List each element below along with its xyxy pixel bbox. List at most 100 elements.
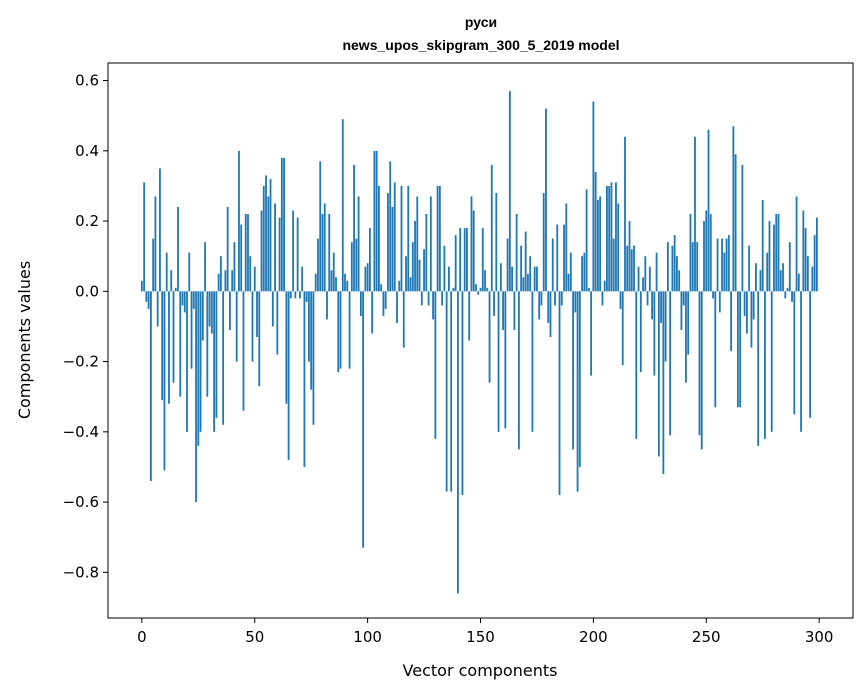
bar bbox=[427, 291, 430, 306]
bar bbox=[606, 185, 608, 292]
bar bbox=[466, 228, 468, 292]
bar bbox=[247, 214, 249, 292]
bar bbox=[409, 277, 412, 292]
bar bbox=[391, 207, 394, 292]
bar bbox=[782, 263, 784, 292]
bar bbox=[457, 291, 459, 594]
bar bbox=[238, 150, 240, 292]
bar bbox=[556, 224, 559, 292]
bar bbox=[759, 270, 762, 292]
bar bbox=[639, 291, 642, 373]
bar bbox=[242, 291, 245, 411]
bar bbox=[434, 291, 437, 439]
bar bbox=[488, 291, 491, 383]
bar bbox=[321, 214, 324, 292]
bar bbox=[723, 252, 726, 292]
bar bbox=[621, 291, 624, 366]
bar bbox=[183, 291, 186, 313]
bar bbox=[335, 277, 337, 292]
bar bbox=[186, 291, 188, 432]
bar bbox=[642, 277, 644, 292]
bar bbox=[635, 291, 638, 439]
x-tick-label: 250 bbox=[692, 628, 721, 646]
bar bbox=[617, 203, 620, 292]
bar bbox=[396, 291, 398, 323]
bar bbox=[445, 291, 448, 492]
bar bbox=[341, 119, 344, 292]
bar bbox=[795, 196, 798, 292]
bar bbox=[651, 291, 653, 320]
bar bbox=[357, 196, 360, 292]
bar bbox=[770, 291, 773, 432]
bar bbox=[619, 291, 622, 309]
bar bbox=[750, 291, 753, 348]
bar bbox=[797, 273, 800, 292]
bar bbox=[398, 280, 401, 292]
bar bbox=[348, 291, 351, 369]
bar bbox=[229, 291, 231, 330]
y-tick-label: −0.4 bbox=[63, 423, 99, 441]
bar bbox=[565, 203, 568, 292]
bar bbox=[172, 291, 175, 383]
bar bbox=[314, 273, 317, 292]
bar bbox=[436, 185, 439, 292]
bar bbox=[689, 214, 692, 292]
bar bbox=[551, 238, 554, 292]
bar bbox=[346, 280, 349, 292]
bar bbox=[326, 291, 328, 320]
bar bbox=[504, 291, 507, 429]
x-tick-label: 300 bbox=[805, 628, 834, 646]
bar bbox=[378, 185, 380, 292]
bar bbox=[468, 291, 471, 341]
bar bbox=[382, 291, 385, 316]
bar bbox=[508, 91, 511, 292]
bar bbox=[197, 291, 200, 446]
bar bbox=[231, 270, 234, 292]
bar bbox=[215, 291, 218, 418]
bar bbox=[590, 291, 593, 376]
bar bbox=[210, 291, 213, 334]
bar bbox=[274, 203, 276, 292]
chart-subtitle: news_upos_skipgram_300_5_2019 model bbox=[342, 37, 619, 53]
bar bbox=[721, 238, 723, 292]
bar bbox=[278, 217, 281, 292]
bar bbox=[520, 245, 523, 292]
bar bbox=[271, 291, 274, 327]
bar bbox=[540, 291, 543, 306]
y-tick-label: −0.2 bbox=[63, 353, 99, 371]
bar bbox=[578, 291, 581, 467]
bar bbox=[414, 221, 416, 292]
bar bbox=[312, 291, 315, 425]
bar bbox=[416, 196, 419, 292]
bar bbox=[513, 291, 516, 330]
bar bbox=[585, 189, 588, 292]
bar bbox=[691, 242, 694, 292]
bar bbox=[529, 256, 532, 292]
bar bbox=[337, 291, 340, 373]
bar bbox=[678, 270, 681, 292]
bar bbox=[804, 228, 807, 292]
bar bbox=[628, 221, 631, 292]
bar bbox=[499, 263, 502, 292]
bar bbox=[317, 238, 319, 292]
bar bbox=[188, 252, 191, 292]
bar bbox=[698, 291, 701, 436]
bar bbox=[676, 256, 678, 292]
bar bbox=[637, 266, 640, 292]
bar bbox=[547, 291, 550, 323]
bar bbox=[646, 291, 649, 306]
bar bbox=[703, 221, 705, 292]
x-axis-label: Vector components bbox=[403, 661, 558, 680]
bar bbox=[244, 214, 247, 292]
bar bbox=[775, 214, 778, 292]
bar bbox=[560, 291, 563, 306]
bar bbox=[599, 196, 602, 292]
bar bbox=[576, 291, 579, 492]
bar bbox=[305, 291, 308, 302]
bar bbox=[486, 287, 489, 292]
bar bbox=[644, 256, 647, 292]
bar bbox=[339, 291, 342, 369]
bar bbox=[438, 185, 441, 292]
bar bbox=[545, 108, 547, 292]
